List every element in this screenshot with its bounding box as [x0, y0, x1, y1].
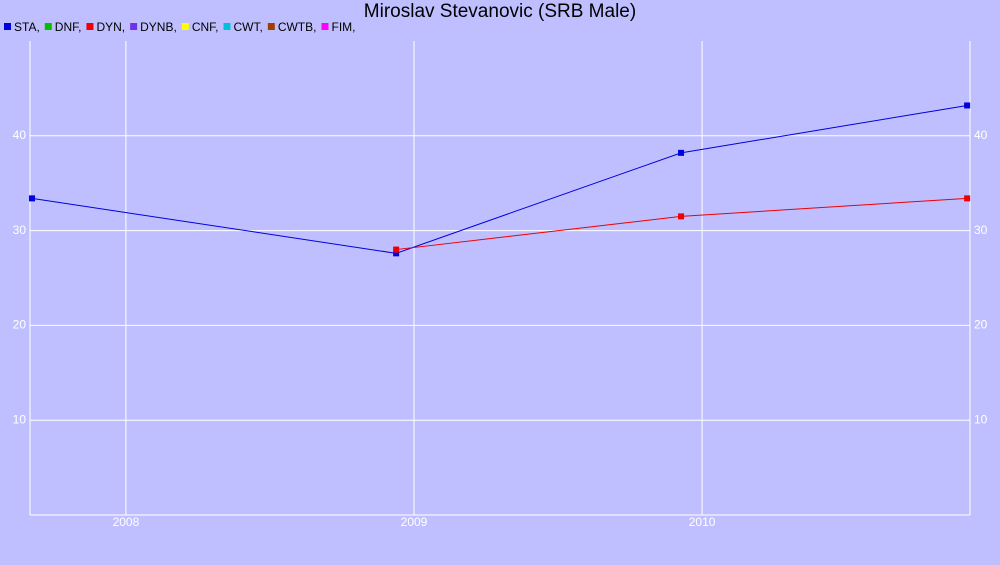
y-tick-label-right: 30 — [974, 223, 988, 237]
y-tick-label: 20 — [13, 318, 27, 332]
legend-swatch — [130, 23, 138, 30]
legend-swatch — [4, 23, 11, 30]
chart-title: Miroslav Stevanovic (SRB Male) — [364, 1, 636, 22]
x-tick-label: 2008 — [113, 515, 140, 529]
legend-swatch — [44, 23, 52, 30]
data-point — [393, 246, 400, 253]
data-point — [678, 149, 685, 156]
legend-swatch — [181, 23, 189, 30]
data-point — [678, 213, 685, 220]
x-tick-label: 2009 — [401, 515, 428, 529]
y-tick-label: 10 — [13, 412, 27, 426]
legend-label: DNF, — [55, 20, 82, 34]
data-point — [964, 195, 971, 202]
legend-label: DYNB, — [140, 20, 177, 34]
series-line — [31, 104, 968, 254]
legend-swatch — [86, 23, 94, 30]
legend-label: STA, — [14, 20, 40, 34]
legend-label: FIM, — [331, 20, 355, 34]
data-point — [29, 195, 36, 202]
y-tick-label: 30 — [13, 223, 27, 237]
y-tick-label-right: 10 — [974, 412, 988, 426]
y-tick-label-right: 40 — [974, 128, 988, 142]
data-point — [964, 102, 971, 109]
data-point — [393, 250, 400, 257]
legend-swatch — [321, 23, 329, 30]
legend-swatch — [223, 23, 231, 30]
legend-label: DYN, — [96, 20, 125, 34]
y-tick-label-right: 20 — [974, 318, 988, 332]
y-tick-label: 40 — [13, 128, 27, 142]
legend-label: CWTB, — [278, 20, 317, 34]
legend-label: CWT, — [233, 20, 262, 34]
legend-swatch — [267, 23, 275, 30]
x-tick-label: 2010 — [689, 515, 716, 529]
legend-label: CNF, — [192, 20, 219, 34]
